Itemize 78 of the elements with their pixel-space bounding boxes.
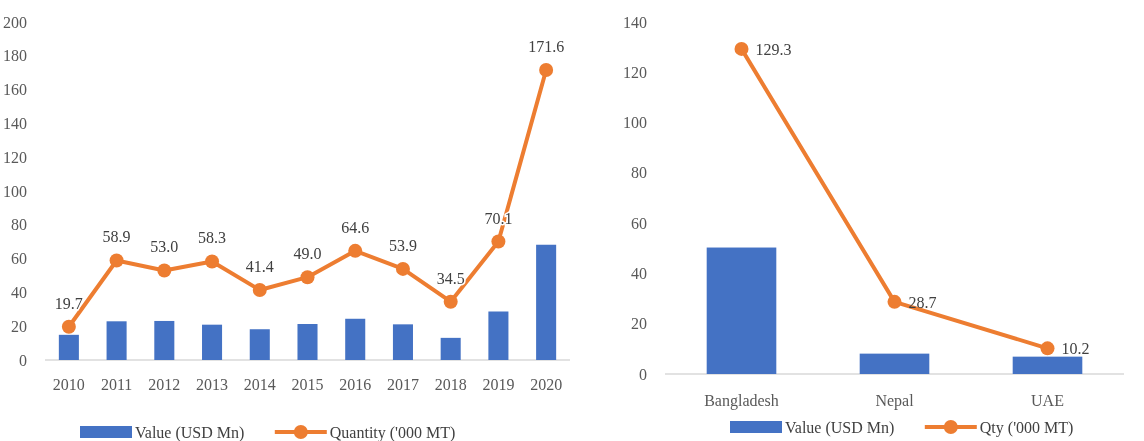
bar [297, 324, 318, 360]
x-tick-label: Nepal [875, 392, 915, 410]
bar [106, 321, 127, 360]
x-tick-label: 2018 [434, 376, 467, 393]
bar [154, 320, 175, 360]
data-label: 34.5 [436, 269, 465, 287]
point [1040, 341, 1055, 356]
point [443, 294, 458, 309]
bar [202, 324, 223, 360]
x-tick-label: 2010 [52, 376, 85, 393]
bar [706, 247, 777, 374]
legend-label: Value (USD Mn) [135, 424, 245, 441]
x-tick-label: UAE [1031, 392, 1064, 409]
x-tick-label: 2019 [482, 376, 515, 393]
data-label: 53.0 [150, 238, 179, 256]
y-tick-label: 20 [631, 315, 647, 333]
y-tick-label: 180 [3, 47, 27, 65]
point [734, 41, 749, 56]
point [61, 319, 76, 334]
y-tick-label: 120 [623, 63, 647, 81]
y-tick-label: 120 [3, 148, 27, 166]
y-tick-label: 140 [3, 115, 27, 132]
data-label: 129.3 [755, 40, 792, 58]
point [348, 243, 363, 258]
data-label: 58.9 [102, 228, 131, 246]
x-tick-label: 2016 [339, 376, 372, 393]
y-tick-label: 200 [3, 13, 27, 31]
point [300, 270, 315, 285]
x-tick-label: 2015 [291, 376, 324, 393]
data-label: 64.6 [341, 218, 370, 236]
legend-label: Quantity ('000 MT) [329, 424, 456, 441]
data-label: 28.7 [908, 293, 937, 311]
bar [859, 353, 930, 374]
point [395, 261, 410, 276]
data-label: 171.6 [528, 38, 565, 55]
bar [249, 329, 270, 360]
point [887, 294, 902, 309]
y-tick-label: 80 [631, 164, 647, 182]
point [539, 63, 554, 77]
bar [1012, 356, 1083, 374]
x-tick-label: 2017 [386, 376, 419, 393]
y-tick-label: 0 [19, 351, 27, 369]
y-tick-label: 40 [631, 265, 647, 283]
data-label: 58.3 [198, 229, 227, 247]
y-tick-label: 80 [11, 216, 27, 234]
x-tick-label: 2020 [530, 376, 563, 393]
y-tick-label: 40 [11, 284, 27, 301]
x-tick-label: 2012 [148, 376, 181, 393]
bar [392, 324, 413, 360]
y-tick-label: 140 [623, 13, 647, 31]
y-tick-label: 60 [11, 250, 27, 268]
x-tick-label: 2013 [196, 376, 229, 393]
data-label: 10.2 [1061, 340, 1090, 358]
data-label: 53.9 [388, 236, 417, 254]
point [252, 283, 267, 298]
y-tick-label: 160 [3, 81, 27, 99]
bar [536, 244, 557, 360]
x-tick-label: 2011 [100, 376, 133, 393]
y-tick-label: 20 [11, 317, 27, 335]
x-tick-label: 2014 [243, 376, 276, 393]
bar [345, 318, 366, 360]
data-label: 49.0 [293, 245, 322, 263]
point [109, 253, 124, 268]
data-label: 41.4 [245, 258, 274, 276]
point [205, 254, 220, 269]
y-tick-label: 0 [639, 365, 647, 383]
y-tick-label: 100 [3, 182, 27, 200]
x-tick-label: Bangladesh [704, 392, 779, 410]
bar [440, 337, 461, 360]
bar [58, 334, 79, 360]
y-tick-label: 60 [631, 214, 647, 232]
bar [488, 311, 509, 360]
legend-label: Qty ('000 MT) [979, 419, 1074, 437]
data-label: 19.7 [54, 294, 83, 312]
point [491, 234, 506, 249]
legend-label: Value (USD Mn) [785, 419, 895, 437]
point [157, 263, 172, 278]
y-tick-label: 100 [623, 114, 647, 132]
